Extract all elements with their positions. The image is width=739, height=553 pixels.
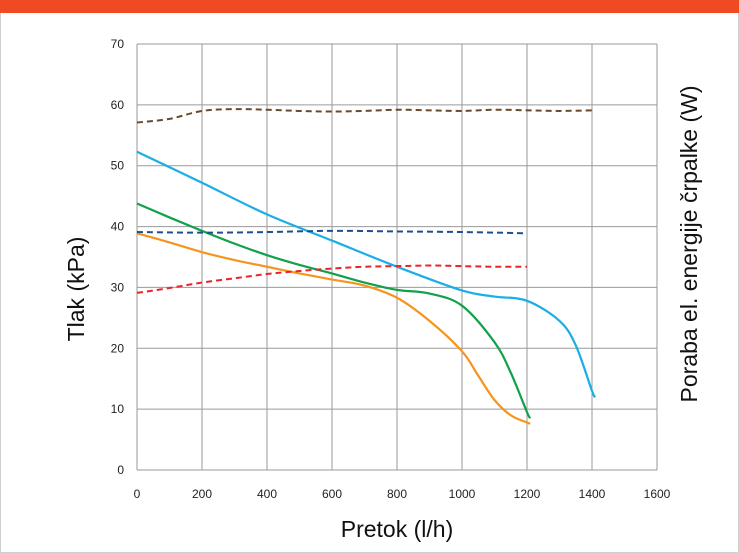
series-line-navy_dashed [136,229,528,235]
top-accent-bar [0,0,739,13]
x-axis-title: Pretok (l/h) [341,516,453,542]
series-line-red_dashed [136,264,528,294]
series-line-green_solid [136,202,532,419]
y-tick-label: 30 [111,280,125,294]
y-tick-labels: 0 10 20 30 40 50 60 70 [111,37,125,477]
y-tick-label: 50 [111,159,125,173]
y-tick-label: 70 [111,37,125,51]
y-tick-label: 40 [111,220,125,234]
x-tick-label: 1400 [579,487,606,501]
y-tick-label: 60 [111,98,125,112]
series-line-orange_solid [136,232,531,425]
x-tick-label: 1000 [449,487,476,501]
x-tick-label: 400 [257,487,277,501]
x-tick-label: 1600 [644,487,671,501]
x-tick-label: 0 [134,487,141,501]
secondary-y-axis-title: Poraba el. energije črpalke (W) [676,85,702,402]
grid-lines [136,43,658,471]
x-tick-label: 1200 [514,487,541,501]
y-tick-label: 0 [117,463,124,477]
y-tick-label: 20 [111,341,125,355]
series-lines [136,108,597,425]
x-tick-labels: 0 200 400 600 800 1000 1200 1400 1600 [134,487,671,501]
x-tick-label: 200 [192,487,212,501]
x-tick-label: 600 [322,487,342,501]
y-tick-label: 10 [111,402,125,416]
series-line-brown_dashed [136,108,593,124]
series-line-blue_solid [136,150,597,398]
y-axis-title: Tlak (kPa) [63,237,89,342]
x-tick-label: 800 [387,487,407,501]
